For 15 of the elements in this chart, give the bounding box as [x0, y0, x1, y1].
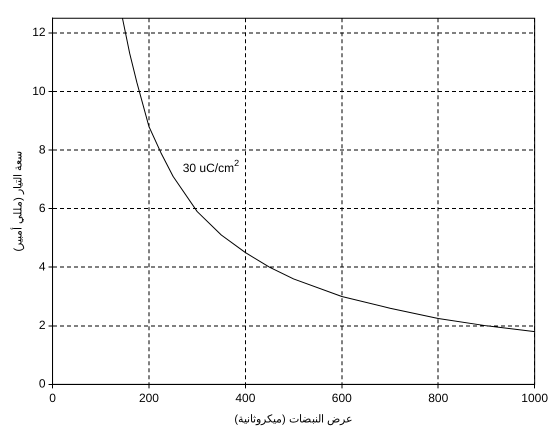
x-tick-label: 200: [138, 390, 160, 405]
x-axis-title: عرض النبضات (ميكروثانية): [234, 413, 353, 426]
y-tick-label: 0: [38, 376, 46, 391]
y-axis-title: سعة التيار (مللي أمبير): [10, 151, 25, 252]
x-tick-label: 800: [428, 390, 449, 405]
y-tick-label: 10: [32, 84, 46, 98]
y-tick-label: 6: [38, 200, 46, 215]
y-tick-label: 4: [38, 260, 46, 274]
x-tick-label: 400: [235, 390, 256, 405]
x-tick-label: 1000: [521, 390, 548, 405]
x-tick-label: 0: [49, 390, 56, 405]
y-tick-label: 8: [38, 142, 46, 156]
y-tick-label: 2: [38, 318, 46, 332]
x-tick-label: 600: [332, 390, 352, 405]
y-tick-label: 12: [32, 25, 46, 40]
